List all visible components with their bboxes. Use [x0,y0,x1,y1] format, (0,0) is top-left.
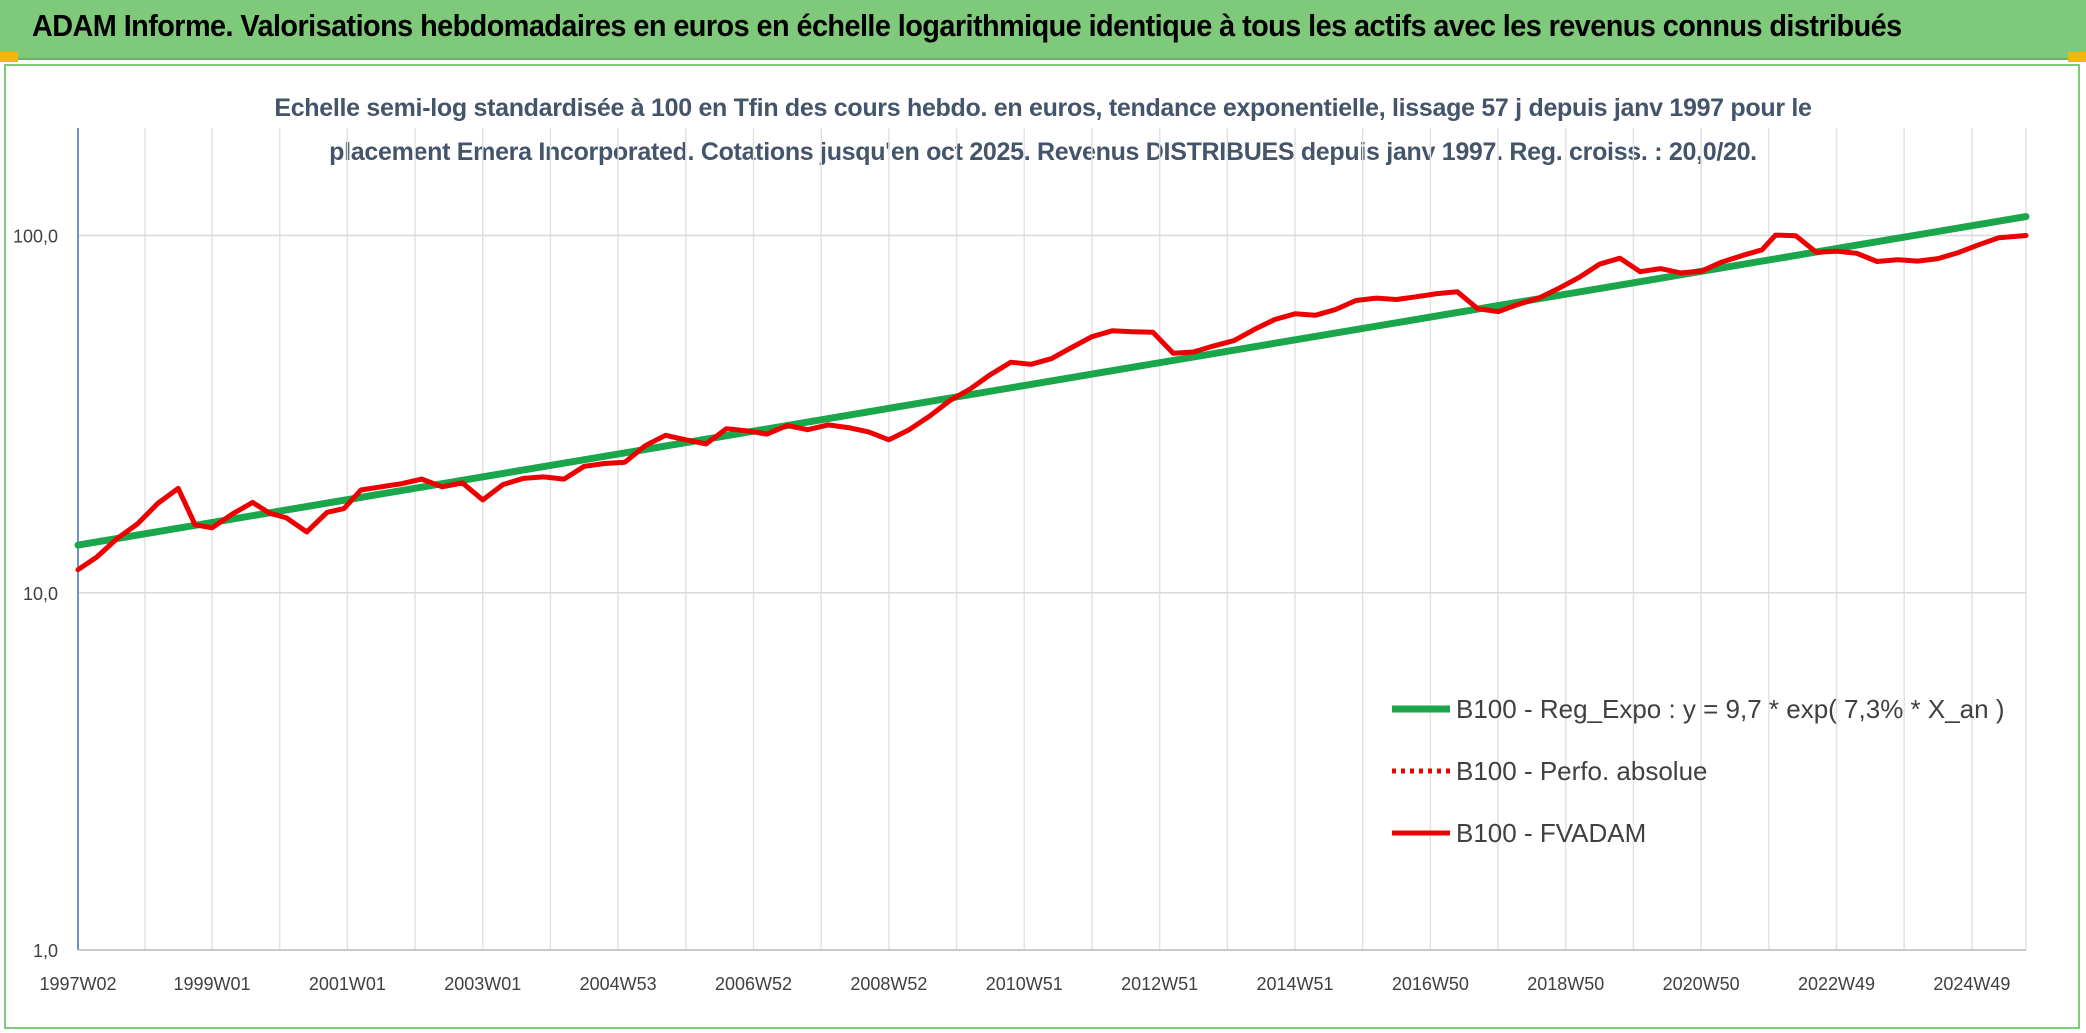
x-tick-label: 2014W51 [1256,974,1333,994]
chart-title: Echelle semi-log standardisée à 100 en T… [0,86,2086,174]
y-tick-label: 10,0 [23,584,58,604]
x-tick-label: 2006W52 [715,974,792,994]
legend-label-1: B100 - Perfo. absolue [1456,756,1708,786]
chart-frame [4,64,2080,1029]
x-tick-label: 2003W01 [444,974,521,994]
y-tick-label: 100,0 [13,227,58,247]
x-tick-label: 2024W49 [1933,974,2010,994]
x-tick-label: 2012W51 [1121,974,1198,994]
x-tick-label: 2004W53 [580,974,657,994]
report-banner: ADAM Informe. Valorisations hebdomadaire… [0,0,2086,60]
x-tick-label: 2008W52 [850,974,927,994]
x-tick-label: 1999W01 [173,974,250,994]
corner-marker-right [2068,52,2086,62]
legend-label-0: B100 - Reg_Expo : y = 9,7 * exp( 7,3% * … [1456,694,2005,724]
chart-title-line-1: Echelle semi-log standardisée à 100 en T… [274,94,1812,122]
y-tick-label: 1,0 [33,941,58,961]
x-tick-label: 2001W01 [309,974,386,994]
plot-area [74,213,2030,573]
chart-title-line-2: placement Emera Incorporated. Cotations … [329,138,1757,166]
x-tick-label: 2022W49 [1798,974,1875,994]
legend-label-2: B100 - FVADAM [1456,818,1646,848]
series-line-2 [75,232,2029,573]
x-tick-label: 2020W50 [1663,974,1740,994]
x-tick-label: 2018W50 [1527,974,1604,994]
series-line-0 [74,213,2030,549]
chart-axes: 1,0 10,0 100,0 1997W02 1999W01 2001W01 2003W01… [13,128,2026,994]
chart-grid [77,128,2027,951]
x-tick-label: 2010W51 [986,974,1063,994]
report-title: ADAM Informe. Valorisations hebdomadaire… [32,8,1902,43]
chart-legend: B100 - Reg_Expo : y = 9,7 * exp( 7,3% * … [1392,694,2005,848]
corner-marker-left [0,52,18,62]
x-tick-label: 1997W02 [39,974,116,994]
x-tick-label: 2016W50 [1392,974,1469,994]
